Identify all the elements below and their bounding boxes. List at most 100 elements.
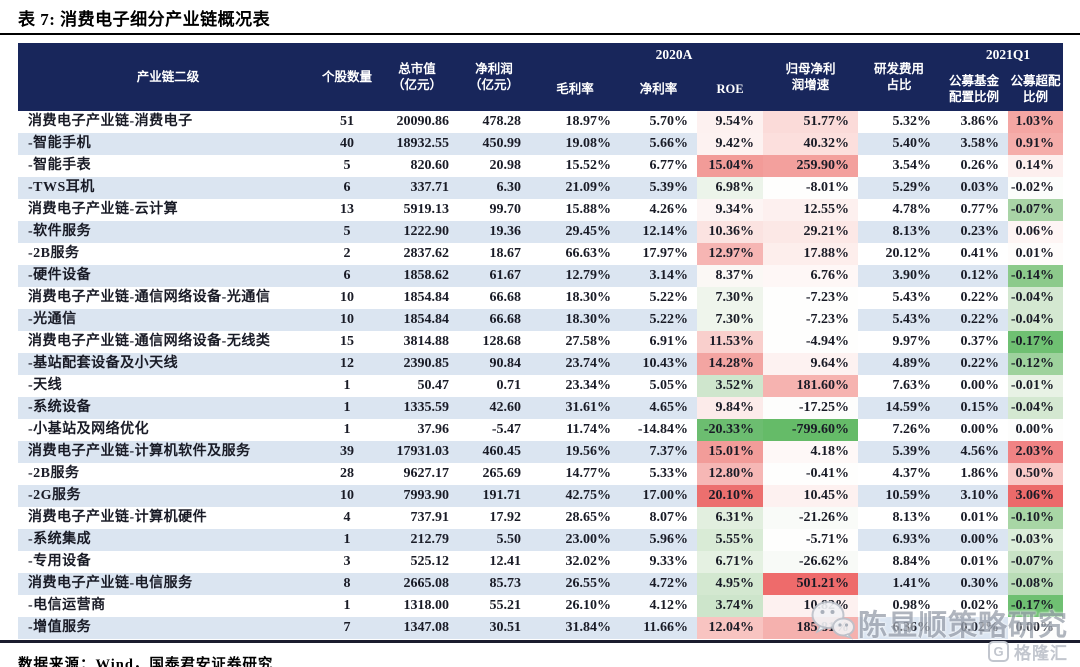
cell: 5.05% xyxy=(649,378,689,393)
row-label: -系统设备 xyxy=(18,397,318,419)
cell: 0.03% xyxy=(940,177,1008,199)
row-label: -2B服务 xyxy=(28,246,80,261)
cell: 5919.13 xyxy=(403,202,450,217)
cell: -5.47 xyxy=(491,422,521,437)
cell: 0.00% xyxy=(960,378,1000,393)
row-label: 消费电子产业链-通信网络设备-无线类 xyxy=(28,334,271,349)
cell: 28 xyxy=(340,466,354,481)
cell: 1318.00 xyxy=(403,598,450,613)
cell: -0.03% xyxy=(1008,529,1064,551)
cell: 32.02% xyxy=(565,554,612,569)
row-label: -基站配套设备及小天线 xyxy=(18,353,318,375)
cell: 9.54% xyxy=(697,111,763,133)
cell: 40 xyxy=(318,133,376,155)
cell: 3.14% xyxy=(620,265,697,287)
cell: -8.01% xyxy=(763,177,858,199)
col-header-profit-growth: 归母净利 润增速 xyxy=(763,43,858,111)
cell: 10.43% xyxy=(620,353,697,375)
cell: 1 xyxy=(343,378,351,393)
cell: 5 xyxy=(318,221,376,243)
cell: 9627.17 xyxy=(403,466,450,481)
cell: 39 xyxy=(318,441,376,463)
table-row: 消费电子产业链-计算机软件及服务 39 17931.03 460.45 19.56% 7.… xyxy=(18,441,1064,463)
cell: 10 xyxy=(318,309,376,331)
cell: 5.22% xyxy=(620,309,697,331)
cell: 17.00% xyxy=(620,485,697,507)
cell: 11.53% xyxy=(697,331,763,353)
cell: 18.30% xyxy=(565,290,612,305)
cell: 10.59% xyxy=(858,485,940,507)
cell: 29.45% xyxy=(530,221,620,243)
cell: 3.54% xyxy=(892,158,932,173)
cell: 3.06% xyxy=(1008,485,1064,507)
cell: -0.08% xyxy=(1008,573,1064,595)
cell: 4 xyxy=(343,510,351,525)
row-label: 消费电子产业链-计算机硬件 xyxy=(28,510,208,525)
row-label: -小基站及网络优化 xyxy=(28,422,150,437)
cell: 0.01% xyxy=(960,554,1000,569)
cell: 20.98 xyxy=(489,158,522,173)
cell: 12.04% xyxy=(697,617,763,639)
cell: 3.52% xyxy=(697,375,763,397)
cell: -0.41% xyxy=(763,463,858,485)
col-header-fund-allocation: 公募基金 配置比例 xyxy=(940,67,1008,111)
row-label: -2B服务 xyxy=(28,466,80,481)
cell: 0.00% xyxy=(1008,617,1064,639)
cell: 19.56% xyxy=(530,441,620,463)
table-row: -专用设备 3 525.12 12.41 32.02% 9.33% 6.71% -26.62%… xyxy=(18,551,1064,573)
cell: 28.65% xyxy=(565,510,612,525)
cell: 1 xyxy=(318,397,376,419)
cell: 181.60% xyxy=(763,375,858,397)
cell: 0.91% xyxy=(1008,133,1064,155)
cell: 26.10% xyxy=(565,598,612,613)
cell: 1858.62 xyxy=(376,265,458,287)
cell: 9.42% xyxy=(697,133,763,155)
cell: 9.97% xyxy=(892,334,932,349)
cell: 3.90% xyxy=(858,265,940,287)
cell: 55.21 xyxy=(489,598,522,613)
row-label: 消费电子产业链-计算机软件及服务 xyxy=(18,441,318,463)
row-label: -智能手表 xyxy=(28,158,92,173)
cell: -0.07% xyxy=(1008,199,1064,221)
row-label: -硬件设备 xyxy=(18,265,318,287)
cell: 14.59% xyxy=(858,397,940,419)
cell: 30.51 xyxy=(458,617,530,639)
cell: 19.36 xyxy=(458,221,530,243)
cell: 460.45 xyxy=(458,441,530,463)
cell: 12 xyxy=(318,353,376,375)
cell: 18932.55 xyxy=(376,133,458,155)
row-label: -软件服务 xyxy=(18,221,318,243)
cell: 3.74% xyxy=(697,595,763,617)
cell: 0.26% xyxy=(960,158,1000,173)
cell: 0.50% xyxy=(1008,463,1064,485)
cell: 2837.62 xyxy=(403,246,450,261)
cell: 7.63% xyxy=(892,378,932,393)
cell: 20090.86 xyxy=(396,114,450,129)
cell: 1854.84 xyxy=(376,309,458,331)
cell: 0.15% xyxy=(940,397,1008,419)
cell: 1.41% xyxy=(858,573,940,595)
cell: 37.96 xyxy=(417,422,450,437)
cell: 3.86% xyxy=(960,114,1000,129)
col-header-fund-overweight: 公募超配 比例 xyxy=(1008,67,1064,111)
cell: 7993.90 xyxy=(376,485,458,507)
cell: 15 xyxy=(340,334,354,349)
cell: 6.76% xyxy=(763,265,858,287)
cell: 26.55% xyxy=(530,573,620,595)
cell: 8.84% xyxy=(892,554,932,569)
table-row: 消费电子产业链-电信服务 8 2665.08 85.73 26.55% 4.72% 4.95… xyxy=(18,573,1064,595)
cell: 5.70% xyxy=(649,114,689,129)
row-label: -2G服务 xyxy=(18,485,318,507)
cell: 90.84 xyxy=(458,353,530,375)
table-title: 表 7: 消费电子细分产业链概况表 xyxy=(18,10,271,29)
cell: 51.77% xyxy=(763,111,858,133)
cell: 6.30 xyxy=(458,177,530,199)
cell: -0.04% xyxy=(1008,309,1064,331)
cell: 27.58% xyxy=(565,334,612,349)
cell: 1222.90 xyxy=(376,221,458,243)
cell: 5.33% xyxy=(649,466,689,481)
col-header-industry-chain: 产业链二级 xyxy=(18,43,318,111)
table-row: -系统设备 1 1335.59 42.60 31.61% 4.65% 9.84% -17.25… xyxy=(18,397,1064,419)
col-header-gross-margin: 毛利率 xyxy=(530,67,620,111)
